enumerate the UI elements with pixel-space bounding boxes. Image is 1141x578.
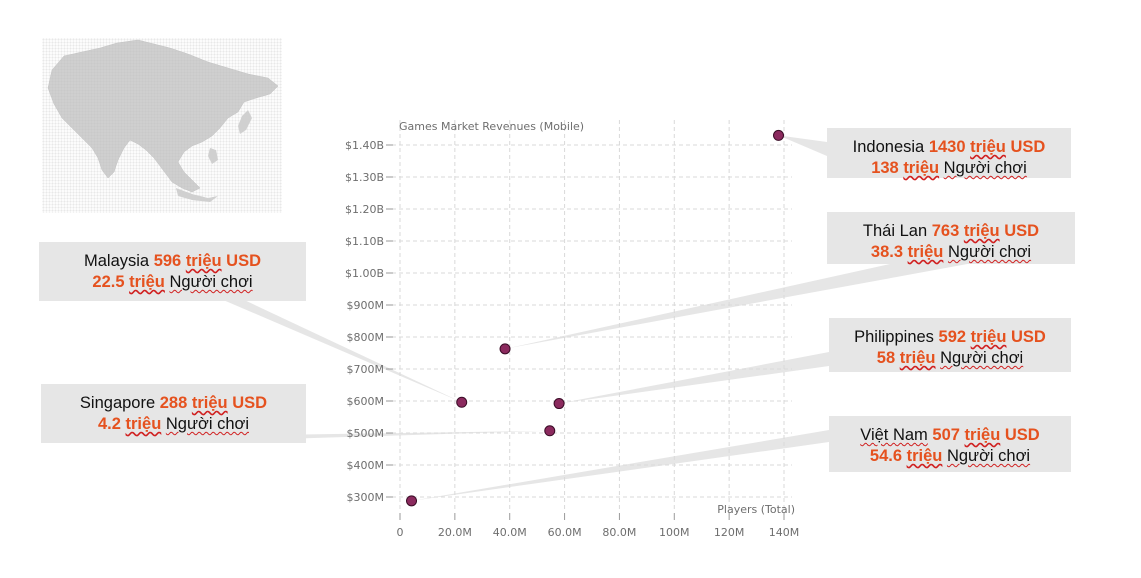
japan-island <box>238 110 252 134</box>
x-axis: 0 20.0M 40.0M 60.0M 80.0M 100M 120M 140M <box>397 513 800 539</box>
y-axis: $300M $400M $500M $600M $700M $800M $900M $1.00… <box>345 139 393 504</box>
data-point <box>773 129 785 141</box>
callout-usd-label: USD <box>1011 328 1046 346</box>
callout-players-value: 54.6 <box>869 447 903 465</box>
y-tick-label: $600M <box>347 395 385 408</box>
callout-revenue-value: 592 <box>938 328 967 346</box>
callout-million-label: triệu <box>899 349 936 367</box>
callout-players-value: 138 <box>871 159 899 177</box>
callout-million-label: triệu <box>906 447 943 465</box>
x-axis-title: Players (Total) <box>717 503 795 516</box>
callout-country: Philippines <box>854 328 934 346</box>
callout-usd-label: USD <box>226 252 262 270</box>
callout-indonesia: Indonesia 1430 triệu USD 138 triệu Người… <box>827 128 1071 178</box>
data-points <box>406 129 785 507</box>
callout-country: Thái Lan <box>862 222 928 240</box>
callout-players-value: 58 <box>876 349 896 367</box>
callout-revenue-value: 763 <box>931 222 960 240</box>
x-tick-label: 0 <box>397 526 404 539</box>
y-tick-label: $500M <box>347 427 385 440</box>
callout-pointer <box>778 135 827 156</box>
callout-million-label: triệu <box>964 426 1001 444</box>
callout-players-value: 4.2 <box>97 415 121 433</box>
callout-country: Singapore <box>79 394 156 412</box>
y-tick-label: $700M <box>347 363 385 376</box>
callout-players-value: 38.3 <box>870 243 904 261</box>
y-tick-label: $1.00B <box>345 267 384 280</box>
callout-players-value: 22.5 <box>92 273 125 291</box>
y-tick-label: $1.10B <box>345 235 384 248</box>
callout-country: Malaysia <box>83 252 150 270</box>
data-point <box>499 343 511 355</box>
callout-revenue-value: 1430 <box>928 138 966 156</box>
x-tick-label: 140M <box>769 526 800 539</box>
y-tick-label: $900M <box>347 299 385 312</box>
callout-players-label: Người chơi <box>940 349 1024 367</box>
callout-million-label: triệu <box>963 222 1000 240</box>
x-tick-label: 80.0M <box>602 526 636 539</box>
callout-players-label: Người chơi <box>947 243 1032 261</box>
callout-usd-label: USD <box>1004 222 1040 240</box>
callout-players-label: Người chơi <box>946 447 1031 465</box>
callout-country: Indonesia <box>852 138 925 156</box>
data-point <box>456 396 468 408</box>
callout-million-label: triệu <box>125 415 162 433</box>
callout-players-label: Người chơi <box>943 159 1027 177</box>
callout-pointer <box>505 253 1000 349</box>
data-point <box>553 398 565 410</box>
callout-usd-label: USD <box>1010 138 1046 156</box>
callout-million-label: triệu <box>129 273 165 291</box>
callout-singapore: Singapore 288 triệu USD 4.2 triệu Người … <box>41 384 306 443</box>
y-tick-label: $1.30B <box>345 171 384 184</box>
chart-grid <box>392 120 792 511</box>
data-point <box>544 425 556 437</box>
x-tick-label: 60.0M <box>548 526 582 539</box>
callout-pointer <box>200 290 462 403</box>
data-point <box>406 495 418 507</box>
callout-revenue-value: 596 <box>153 252 182 270</box>
callout-million-label: triệu <box>903 159 940 177</box>
callout-vietnam: Việt Nam 507 triệu USD 54.6 triệu Người … <box>829 416 1071 472</box>
callout-million-label: triệu <box>185 252 222 270</box>
philippines-islands <box>208 148 218 164</box>
callout-revenue-value: 507 <box>932 426 960 444</box>
callout-thailand: Thái Lan 763 triệu USD 38.3 triệu Người … <box>827 212 1075 264</box>
y-tick-label: $1.40B <box>345 139 384 152</box>
x-tick-label: 20.0M <box>438 526 472 539</box>
callout-players-label: Người chơi <box>165 415 249 433</box>
callout-malaysia: Malaysia 596 triệu USD 22.5 triệu Người … <box>39 242 306 301</box>
x-tick-label: 120M <box>714 526 745 539</box>
callout-philippines: Philippines 592 triệu USD 58 triệu Người… <box>829 318 1071 372</box>
y-tick-label: $1.20B <box>345 203 384 216</box>
callout-revenue-value: 288 <box>159 394 188 412</box>
callout-million-label: triệu <box>970 328 1007 346</box>
indonesia-islands <box>176 188 218 202</box>
y-axis-title: Games Market Revenues (Mobile) <box>399 120 584 133</box>
y-tick-label: $400M <box>347 459 385 472</box>
callout-pointer <box>411 430 829 501</box>
y-tick-label: $300M <box>347 491 385 504</box>
callout-usd-label: USD <box>232 394 268 412</box>
x-tick-label: 40.0M <box>493 526 527 539</box>
callout-pointer <box>559 352 829 404</box>
callout-usd-label: USD <box>1004 426 1040 444</box>
y-tick-label: $800M <box>347 331 385 344</box>
x-tick-label: 100M <box>659 526 690 539</box>
callout-million-label: triệu <box>970 138 1006 156</box>
callout-players-label: Người chơi <box>169 273 253 291</box>
callout-country: Việt Nam <box>860 426 928 444</box>
callout-million-label: triệu <box>907 243 944 261</box>
callout-million-label: triệu <box>191 394 228 412</box>
